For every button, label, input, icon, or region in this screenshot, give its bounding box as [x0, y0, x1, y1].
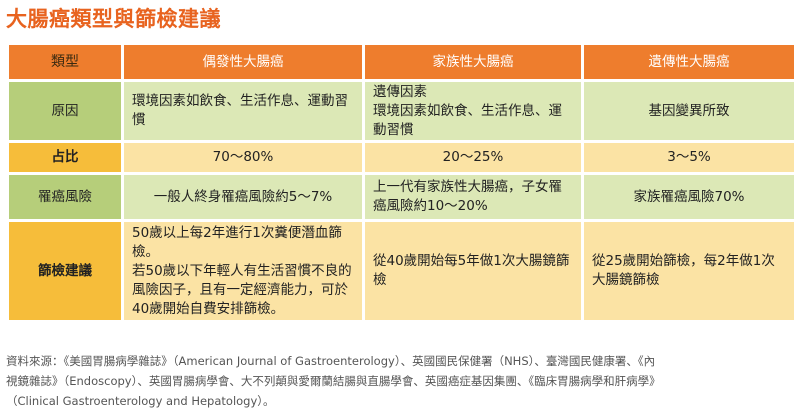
cell-risk-familial: 上一代有家族性大腸癌，子女罹癌風險約10～20%	[365, 175, 581, 219]
header-familial: 家族性大腸癌	[365, 45, 581, 79]
cell-cause-familial-line1: 遺傳因素	[373, 83, 427, 100]
cell-screening-sporadic-line1: 50歲以上每2年進行1次糞便潛血篩檢。	[132, 224, 342, 260]
header-sporadic: 偶發性大腸癌	[124, 45, 362, 79]
row-label-risk: 罹癌風險	[9, 175, 121, 219]
cell-cause-hereditary: 基因變異所致	[584, 82, 794, 140]
cell-ratio-hereditary: 3～5%	[584, 143, 794, 172]
page-title: 大腸癌類型與篩檢建議	[6, 7, 221, 31]
cell-risk-sporadic: 一般人終身罹癌風險約5～7%	[124, 175, 362, 219]
table-row-ratio: 占比 70～80% 20～25% 3～5%	[9, 143, 794, 172]
source-line-3: （Clinical Gastroenterology and Hepatolog…	[6, 394, 275, 408]
crc-types-table: 類型 偶發性大腸癌 家族性大腸癌 遺傳性大腸癌 原因 環境因素如飲食、生活作息、…	[6, 42, 797, 323]
cell-screening-familial: 從40歲開始每5年做1次大腸鏡篩檢	[365, 222, 581, 320]
header-type: 類型	[9, 45, 121, 79]
cell-ratio-sporadic: 70～80%	[124, 143, 362, 172]
cell-screening-hereditary: 從25歲開始篩檢，每2年做1次大腸鏡篩檢	[584, 222, 794, 320]
row-label-ratio: 占比	[9, 143, 121, 172]
cell-cause-sporadic: 環境因素如飲食、生活作息、運動習慣	[124, 82, 362, 140]
row-label-cause: 原因	[9, 82, 121, 140]
cell-risk-hereditary: 家族罹癌風險70%	[584, 175, 794, 219]
cell-ratio-familial: 20～25%	[365, 143, 581, 172]
cell-screening-sporadic: 50歲以上每2年進行1次糞便潛血篩檢。 若50歲以下年輕人有生活習慣不良的風險因…	[124, 222, 362, 320]
table-row-cause: 原因 環境因素如飲食、生活作息、運動習慣 遺傳因素 環境因素如飲食、生活作息、運…	[9, 82, 794, 140]
source-line-2: 視鏡雜誌》（Endoscopy）、英國胃腸病學會、大不列顛與愛爾蘭結腸與直腸學會…	[6, 374, 661, 388]
row-label-screening: 篩檢建議	[9, 222, 121, 320]
table-row-risk: 罹癌風險 一般人終身罹癌風險約5～7% 上一代有家族性大腸癌，子女罹癌風險約10…	[9, 175, 794, 219]
table-header-row: 類型 偶發性大腸癌 家族性大腸癌 遺傳性大腸癌	[9, 45, 794, 79]
cell-cause-familial: 遺傳因素 環境因素如飲食、生活作息、運動習慣	[365, 82, 581, 140]
cell-cause-familial-line2: 環境因素如飲食、生活作息、運動習慣	[373, 102, 562, 138]
source-line-1: 資料來源：《美國胃腸病學雜誌》（American Journal of Gast…	[6, 354, 656, 368]
source-note: 資料來源：《美國胃腸病學雜誌》（American Journal of Gast…	[6, 351, 791, 411]
cell-screening-sporadic-line2: 若50歲以下年輕人有生活習慣不良的風險因子，且有一定經濟能力，可於40歲開始自費…	[132, 262, 352, 317]
table-row-screening: 篩檢建議 50歲以上每2年進行1次糞便潛血篩檢。 若50歲以下年輕人有生活習慣不…	[9, 222, 794, 320]
header-hereditary: 遺傳性大腸癌	[584, 45, 794, 79]
